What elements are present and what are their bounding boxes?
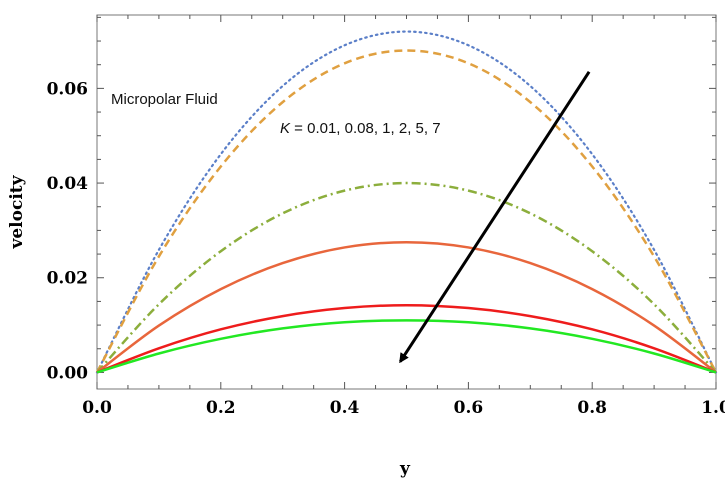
tick-labels: 0.0 0.2 0.4 0.6 0.8 1.0 0.00 0.02 0.04 0.06 <box>47 79 725 418</box>
micropolar-fluid-label: Micropolar Fluid <box>111 91 218 108</box>
x-tick-label: 0.8 <box>577 398 607 418</box>
plot-frame <box>96 14 717 390</box>
axis-ticks <box>96 15 717 389</box>
y-tick-label: 0.04 <box>47 174 89 194</box>
x-tick-label: 0.2 <box>206 398 236 418</box>
x-axis-title: y <box>399 459 411 479</box>
x-tick-label: 0.0 <box>82 398 112 418</box>
increasing-k-arrow <box>399 70 591 364</box>
k-values: = 0.01, 0.08, 1, 2, 5, 7 <box>290 120 441 137</box>
k-values-label: K = 0.01, 0.08, 1, 2, 5, 7 <box>280 120 441 137</box>
y-tick-label: 0.02 <box>47 269 88 289</box>
annotation-layer: Micropolar Fluid K = 0.01, 0.08, 1, 2, 5… <box>111 70 591 364</box>
x-tick-label: 0.6 <box>454 398 484 418</box>
series-line-5 <box>96 303 717 374</box>
x-tick-label: 1.0 <box>701 398 725 418</box>
series-line-3 <box>96 181 717 374</box>
series-line-4 <box>96 240 717 374</box>
y-axis-title: velocity <box>7 174 27 249</box>
series-line-6 <box>96 319 717 374</box>
series-layer <box>95 30 718 374</box>
series-line-2 <box>95 49 718 374</box>
y-tick-label: 0.00 <box>47 363 89 383</box>
y-tick-label: 0.06 <box>47 79 88 99</box>
x-tick-label: 0.4 <box>330 398 360 418</box>
k-symbol: K <box>280 120 291 137</box>
